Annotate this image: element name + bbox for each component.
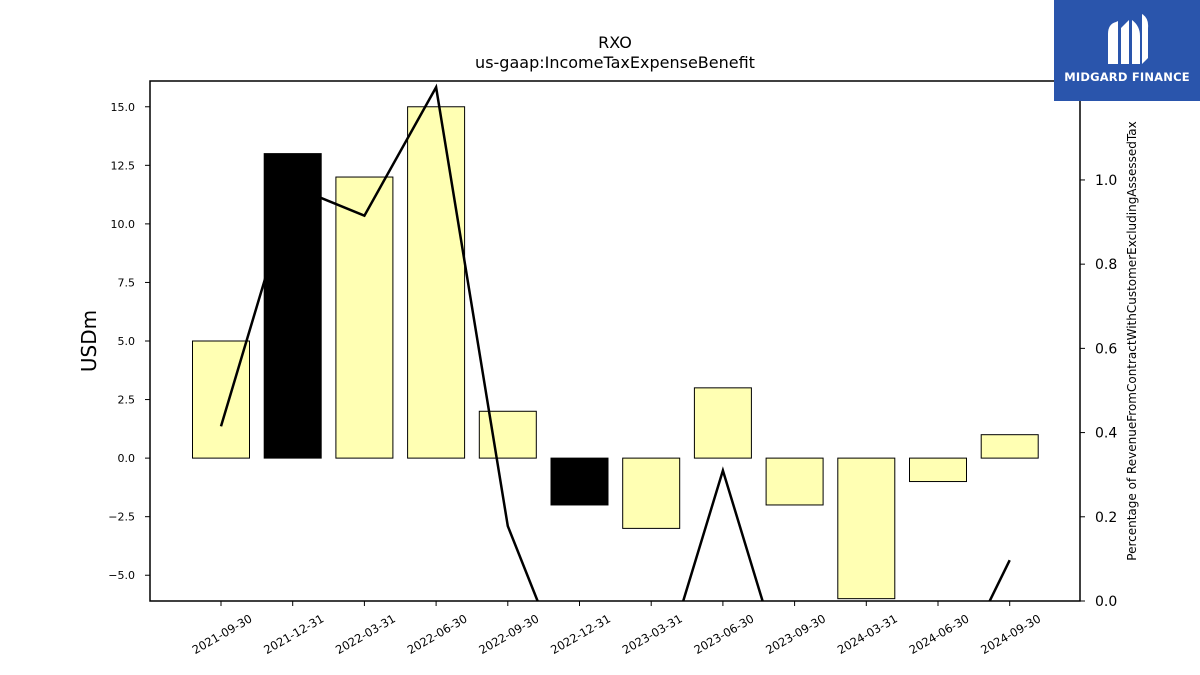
- y-tick-label: 5.0: [118, 335, 136, 348]
- x-tick-label: 2022-09-30: [476, 611, 541, 657]
- x-tick-label: 2022-06-30: [405, 611, 470, 657]
- y2-tick-label: 0.4: [1095, 426, 1117, 442]
- brand-name: MIDGARD FINANCE: [1064, 70, 1190, 84]
- bar-2023-06-30: [693, 387, 752, 459]
- x-tick-label: 2024-09-30: [978, 611, 1043, 657]
- y-tick-label: 7.5: [118, 276, 136, 289]
- x-tick-label: 2024-03-31: [835, 611, 900, 657]
- y-tick-label: −2.5: [108, 511, 135, 524]
- y-tick-label: 15.0: [111, 101, 136, 114]
- y-tick-label: 12.5: [111, 159, 136, 172]
- x-tick-label: 2023-03-31: [620, 611, 685, 657]
- y-tick-label: 0.0: [118, 452, 136, 465]
- chart-title: RXO: [598, 33, 632, 52]
- midgard-logo-icon: [1108, 14, 1149, 64]
- y2-tick-label: 0.2: [1095, 510, 1117, 526]
- x-tick-label: 2023-06-30: [692, 611, 757, 657]
- x-tick-label: 2021-09-30: [190, 611, 255, 657]
- bar-2023-09-30: [765, 457, 824, 506]
- x-tick-label: 2024-06-30: [907, 611, 972, 657]
- bar-2024-03-31: [837, 457, 896, 600]
- y-tick-label: 2.5: [118, 394, 136, 407]
- bar-2023-03-31: [622, 457, 681, 529]
- y2-tick-label: 0.8: [1095, 257, 1117, 273]
- y-tick-label: 10.0: [111, 218, 136, 231]
- y2-axis-label: Percentage of RevenueFromContractWithCus…: [1125, 121, 1139, 560]
- bar-2021-12-31: [263, 153, 322, 459]
- y2-tick-label: 0.6: [1095, 341, 1117, 357]
- x-tick-label: 2022-12-31: [548, 611, 613, 657]
- bar-2022-06-30: [407, 106, 466, 459]
- x-tick-label: 2021-12-31: [261, 611, 326, 657]
- ratio-line: [219, 83, 1011, 601]
- y-tick-label: −5.0: [108, 569, 135, 582]
- x-tick-label: 2022-03-31: [333, 611, 398, 657]
- bar-2024-09-30: [980, 434, 1039, 459]
- x-tick-label: 2023-09-30: [763, 611, 828, 657]
- bar-2022-09-30: [478, 410, 537, 459]
- bar-2022-03-31: [335, 176, 394, 459]
- brand-logo: MIDGARD FINANCE: [1054, 0, 1200, 101]
- y-axis-label: USDm: [77, 310, 101, 372]
- y2-tick-label: 0.0: [1095, 594, 1117, 610]
- bar-2024-06-30: [909, 457, 967, 483]
- bar-2022-12-31: [550, 457, 609, 506]
- y2-tick-label: 1.0: [1095, 173, 1117, 189]
- chart-subtitle: us-gaap:IncomeTaxExpenseBenefit: [475, 53, 755, 72]
